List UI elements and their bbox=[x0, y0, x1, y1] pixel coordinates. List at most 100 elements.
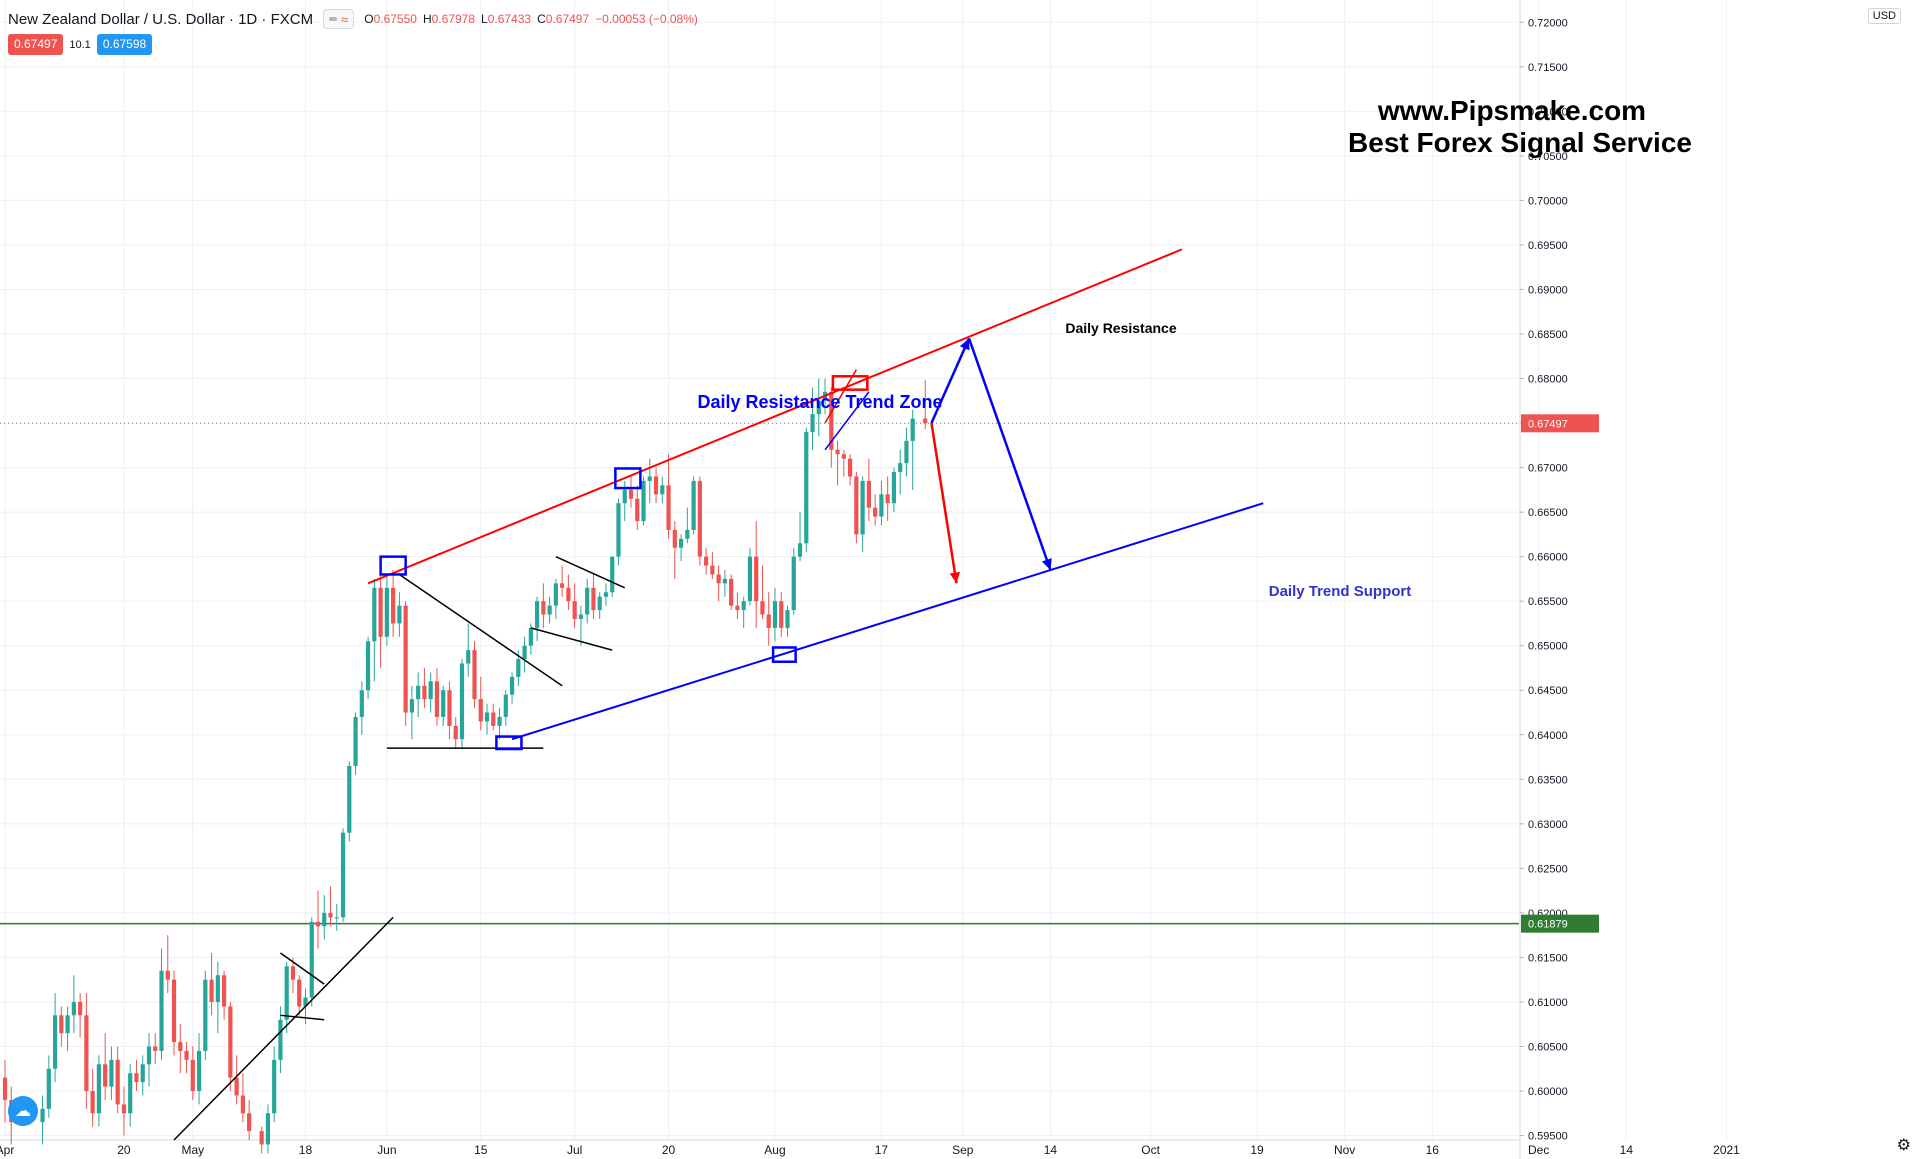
candle-down bbox=[290, 966, 296, 980]
candle-up bbox=[340, 832, 346, 918]
candle-down bbox=[378, 587, 383, 637]
candle-up bbox=[196, 1050, 202, 1092]
open-value: 0.67550 bbox=[373, 12, 417, 26]
candle-up bbox=[365, 641, 371, 691]
candle-up bbox=[528, 627, 533, 646]
candle-up bbox=[816, 400, 821, 415]
candle-up bbox=[140, 1064, 145, 1083]
candle-up bbox=[660, 485, 665, 495]
candle-up bbox=[484, 712, 490, 722]
candle-down bbox=[866, 480, 871, 508]
x-tick-label: 19 bbox=[1250, 1143, 1264, 1157]
y-tick-label: 0.61000 bbox=[1528, 997, 1568, 1009]
candle-down bbox=[710, 565, 715, 575]
candle-up bbox=[278, 1019, 283, 1060]
candle-down bbox=[115, 1059, 120, 1105]
gear-icon[interactable]: ⚙ bbox=[1896, 1137, 1911, 1154]
sell-price-button[interactable]: 0.67497 bbox=[8, 34, 64, 55]
indicator-toggle[interactable]: ≈ bbox=[323, 9, 355, 29]
x-tick-label: 2021 bbox=[1713, 1143, 1740, 1157]
candle-up bbox=[685, 529, 690, 539]
candle-up bbox=[585, 587, 590, 615]
y-tick-label: 0.66500 bbox=[1528, 507, 1568, 519]
candle-down bbox=[434, 681, 440, 717]
candle-up bbox=[898, 463, 903, 473]
candle-down bbox=[635, 498, 640, 522]
horizontal-level-value: 0.61879 bbox=[1528, 919, 1568, 931]
candle-up bbox=[272, 1059, 277, 1114]
candle-down bbox=[472, 650, 477, 700]
bid-ask-badges: 0.67497 10.1 0.67598 bbox=[8, 34, 153, 55]
candle-down bbox=[885, 494, 890, 504]
candle-up bbox=[128, 1073, 133, 1114]
resistance-trendline bbox=[367, 248, 1183, 585]
symbol-title[interactable]: New Zealand Dollar / U.S. Dollar · 1D · … bbox=[8, 10, 314, 28]
candle-down bbox=[716, 574, 721, 584]
x-tick-label: Dec bbox=[1528, 1143, 1549, 1157]
candle-down bbox=[541, 601, 546, 615]
candle-up bbox=[722, 578, 727, 584]
candle-down bbox=[766, 614, 771, 628]
candle-up bbox=[610, 556, 615, 593]
daily-resistance-label: Daily Resistance bbox=[1065, 320, 1176, 336]
structure-line bbox=[530, 627, 613, 651]
candle-down bbox=[666, 485, 671, 530]
x-tick-label: 16 bbox=[1426, 1143, 1440, 1157]
high-value: 0.67978 bbox=[431, 12, 476, 26]
candle-down bbox=[754, 556, 759, 602]
candle-up bbox=[879, 494, 884, 517]
y-tick-label: 0.70500 bbox=[1528, 151, 1568, 163]
candle-up bbox=[810, 414, 815, 432]
x-tick-label: May bbox=[181, 1143, 204, 1157]
touch-box bbox=[379, 555, 407, 576]
y-tick-label: 0.62500 bbox=[1528, 863, 1568, 875]
y-tick-label: 0.72000 bbox=[1528, 17, 1568, 29]
candle-up bbox=[459, 663, 465, 740]
candle-down bbox=[209, 979, 214, 1002]
candle-up bbox=[860, 480, 865, 535]
candle-down bbox=[171, 979, 177, 1043]
low-value: 0.67433 bbox=[487, 12, 532, 26]
candle-down bbox=[854, 476, 859, 535]
candle-up bbox=[284, 966, 289, 1020]
low-label: L bbox=[481, 12, 488, 26]
y-tick-label: 0.64500 bbox=[1528, 685, 1568, 697]
y-tick-label: 0.61500 bbox=[1528, 952, 1568, 964]
candle-down bbox=[134, 1073, 139, 1083]
candle-down bbox=[478, 699, 483, 722]
structure-line bbox=[280, 952, 325, 985]
x-tick-label: 14 bbox=[1044, 1143, 1058, 1157]
candle-down bbox=[735, 605, 740, 611]
spread-value: 10.1 bbox=[69, 38, 91, 51]
candle-down bbox=[234, 1077, 239, 1096]
candle-up bbox=[597, 596, 602, 611]
candle-down bbox=[222, 975, 227, 1007]
candle-up bbox=[904, 440, 909, 464]
candle-up bbox=[46, 1068, 51, 1109]
watermark-line-1: www.Pipsmake.com bbox=[1377, 95, 1646, 126]
x-tick-label: Sep bbox=[952, 1143, 974, 1157]
currency-label[interactable]: USD bbox=[1867, 8, 1901, 24]
candle-up bbox=[772, 601, 778, 628]
candle-down bbox=[403, 605, 408, 713]
candle-up bbox=[428, 681, 433, 700]
last-price-value: 0.67497 bbox=[1528, 418, 1568, 430]
tradingview-logo-icon[interactable]: ☁ bbox=[8, 1096, 38, 1126]
buy-price-button[interactable]: 0.67598 bbox=[96, 34, 153, 55]
candle-up bbox=[416, 685, 421, 700]
candle-up bbox=[791, 556, 796, 611]
y-tick-label: 0.69000 bbox=[1528, 284, 1568, 296]
x-tick-label: 14 bbox=[1620, 1143, 1634, 1157]
candle-up bbox=[215, 975, 220, 1002]
candle-down bbox=[328, 912, 333, 918]
candle-down bbox=[84, 1015, 89, 1092]
candle-up bbox=[603, 592, 609, 597]
candle-up bbox=[747, 556, 753, 602]
touch-box bbox=[771, 646, 797, 663]
candle-down bbox=[628, 489, 634, 499]
candle-up bbox=[441, 690, 446, 717]
micro-resistance-line bbox=[824, 369, 858, 424]
watermark-line-2: Best Forex Signal Service bbox=[1348, 127, 1692, 158]
